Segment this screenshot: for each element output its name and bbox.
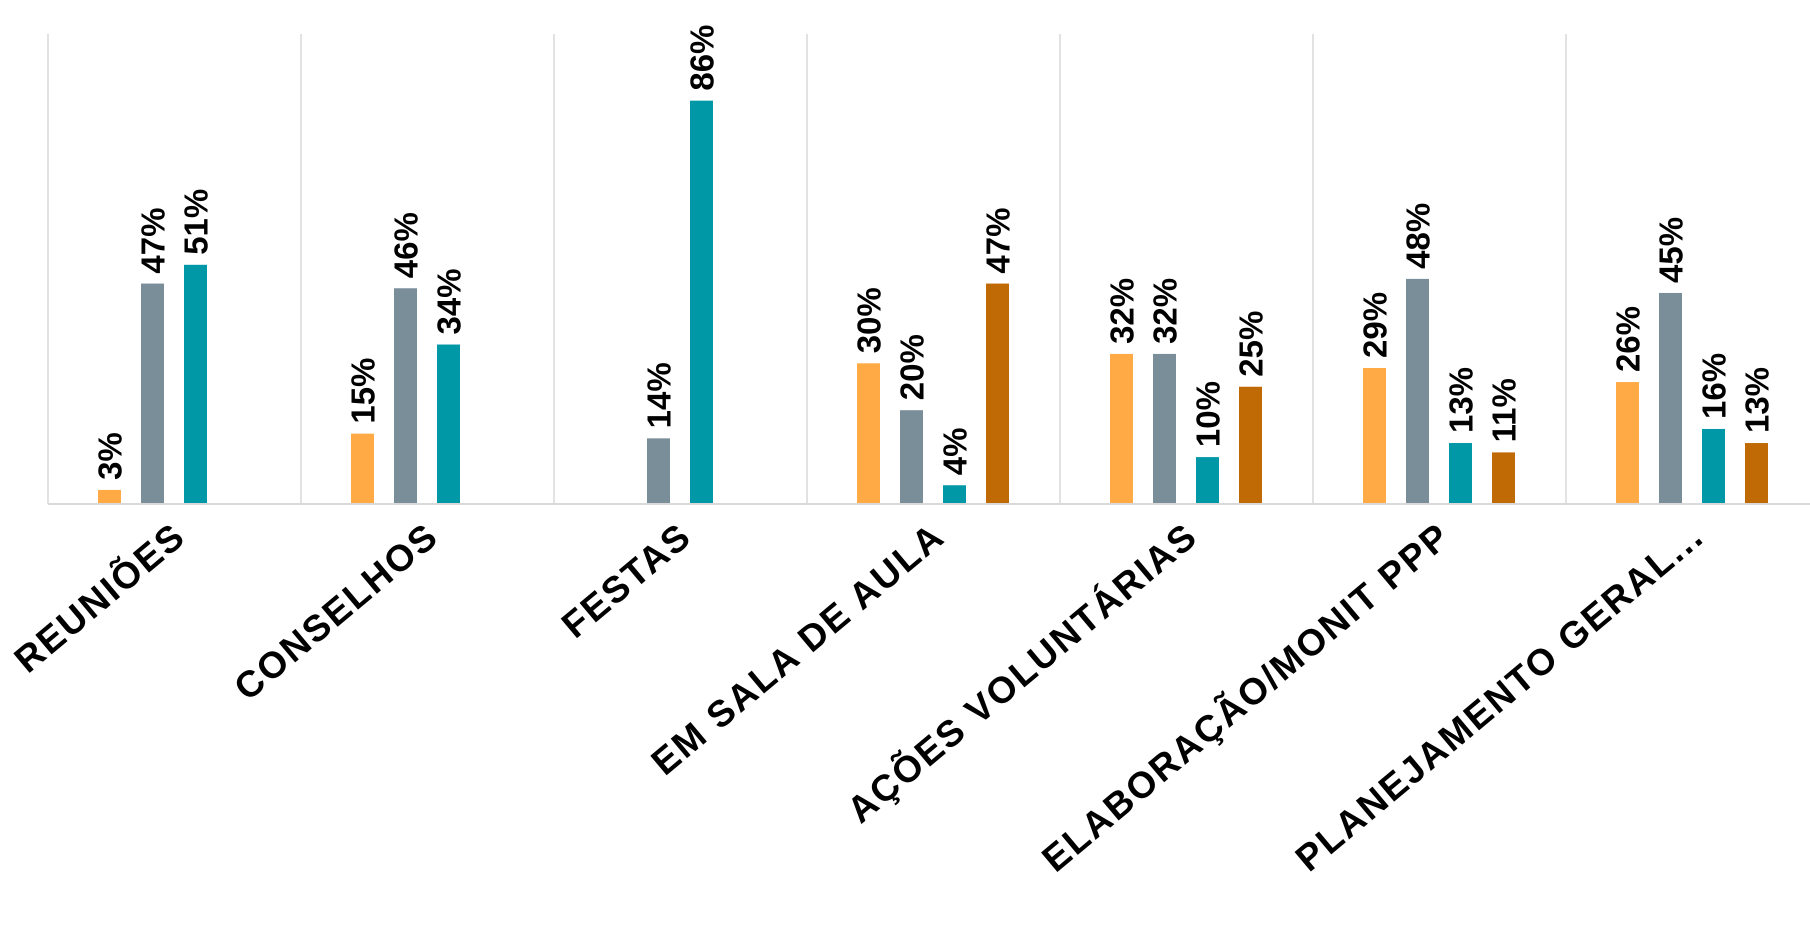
data-label: 13% [1739, 367, 1776, 433]
data-label: 47% [135, 208, 172, 274]
bar [1492, 452, 1515, 504]
data-label: 32% [1104, 278, 1141, 344]
x-tick-label: PLANEJAMENTO GERAL... [1288, 515, 1711, 880]
bar [351, 433, 374, 504]
data-label: 14% [641, 362, 678, 428]
data-label: 26% [1610, 306, 1647, 372]
data-label: 15% [345, 358, 382, 424]
data-label: 47% [980, 208, 1017, 274]
bar [690, 100, 713, 504]
bar [141, 283, 164, 504]
x-tick-label: ELABORAÇÃO/MONIT PPP [1034, 514, 1459, 880]
data-label: 29% [1357, 292, 1394, 358]
bar [943, 485, 966, 504]
data-label: 4% [937, 428, 974, 476]
bar [1449, 443, 1472, 504]
data-label: 11% [1486, 378, 1523, 442]
data-label: 86% [684, 25, 721, 91]
data-label: 45% [1653, 217, 1690, 283]
data-label: 20% [894, 334, 931, 400]
data-labels: 3%47% 51%15%46%34%14%86%30%20%4%47%32% 32%… [92, 25, 1776, 480]
bar [647, 438, 670, 504]
data-label: 13% [1443, 367, 1480, 433]
bar [184, 264, 207, 504]
bar [1659, 292, 1682, 504]
data-label: 25% [1233, 311, 1270, 377]
data-label: 48% [1400, 203, 1437, 269]
bar [900, 410, 923, 504]
data-label: 32% [1147, 278, 1184, 344]
bar [1196, 457, 1219, 504]
bar [98, 489, 121, 504]
data-label: 46% [388, 212, 425, 278]
data-label: 30% [851, 287, 888, 353]
data-label: 10% [1190, 381, 1227, 447]
bar [1363, 367, 1386, 504]
bar [1406, 278, 1429, 504]
data-label: 51% [178, 189, 215, 255]
data-label: 34% [431, 268, 468, 334]
x-tick-label: FESTAS [554, 515, 699, 646]
category-separators [47, 34, 1567, 504]
bar [437, 344, 460, 504]
bar-series [98, 100, 1768, 504]
bar [1616, 382, 1639, 504]
data-label: 3% [92, 432, 129, 480]
bar [1153, 353, 1176, 504]
x-tick-label: REUNIÕES [6, 514, 193, 681]
bar [394, 288, 417, 504]
bar [986, 283, 1009, 504]
data-label: 16% [1696, 353, 1733, 419]
x-tick-label: CONSELHOS [226, 515, 446, 709]
bar [857, 363, 880, 504]
bar [1239, 386, 1262, 504]
bar [1110, 353, 1133, 504]
bar [1745, 443, 1768, 504]
bar [1702, 428, 1725, 504]
